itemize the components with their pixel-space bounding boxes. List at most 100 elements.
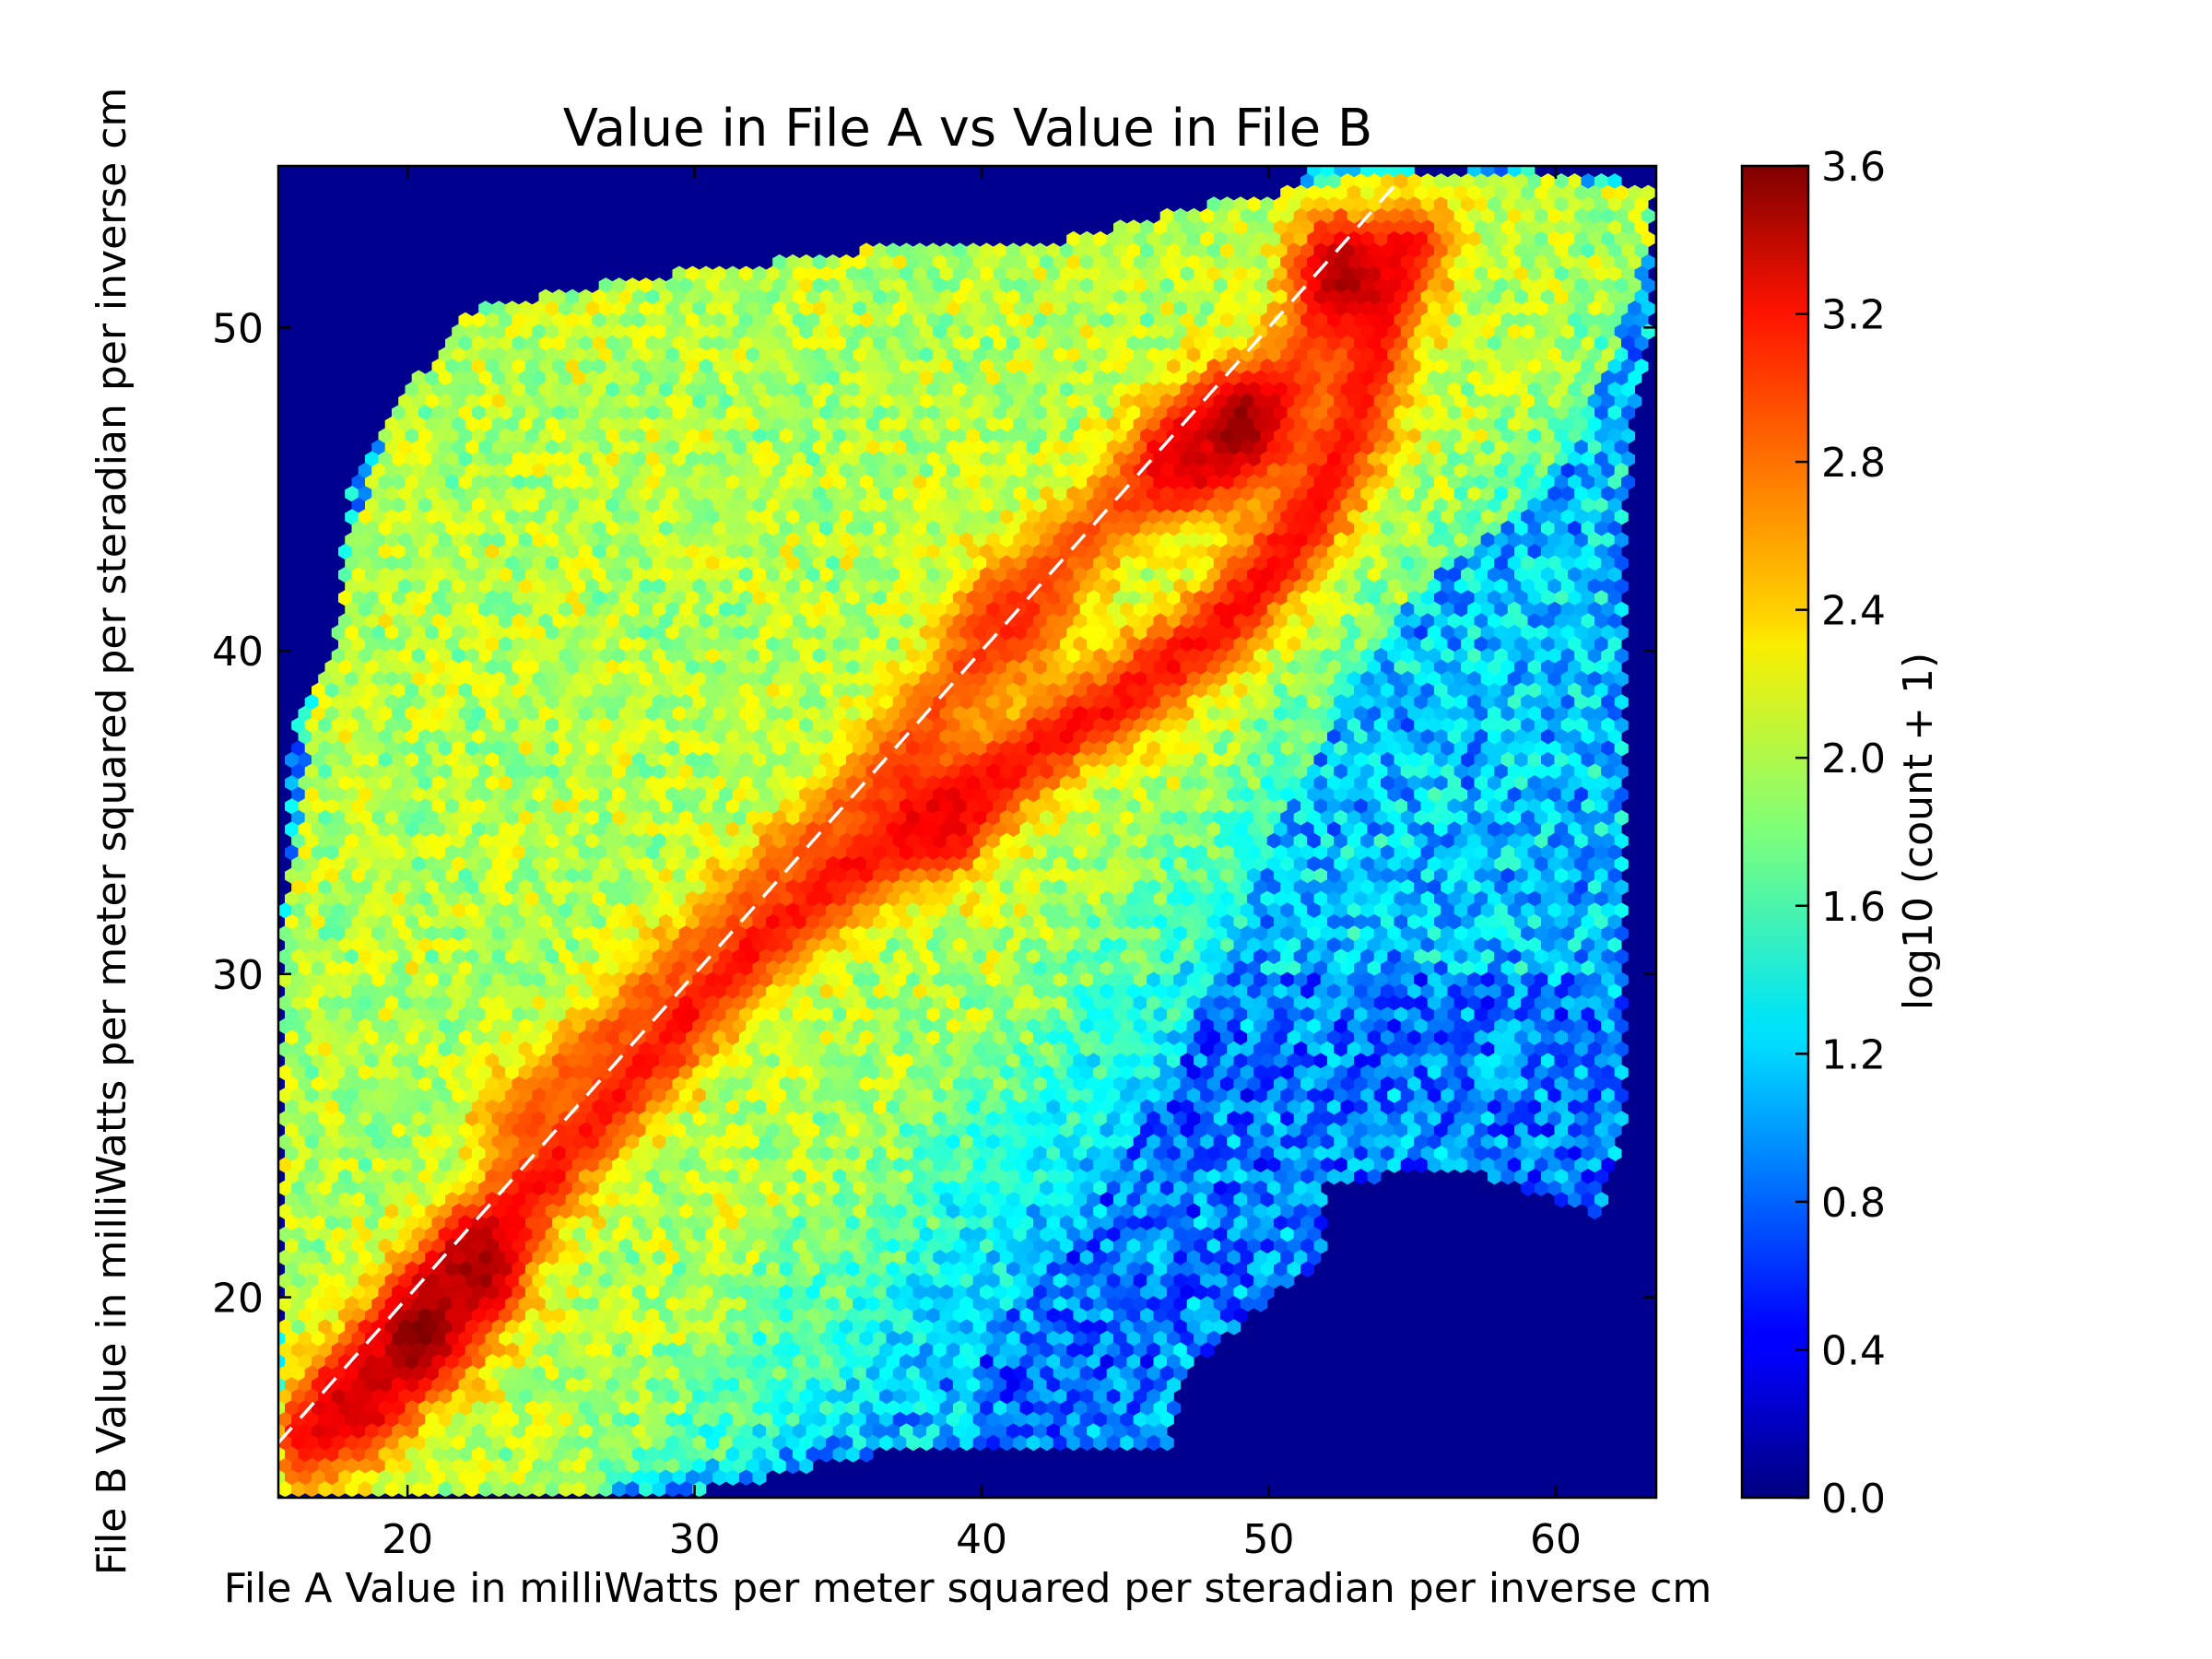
hexbin-cell <box>879 277 894 294</box>
hexbin-cell <box>1040 324 1054 340</box>
hexbin-cell <box>639 300 653 317</box>
hexbin-cell <box>1500 312 1515 329</box>
hexbin-cell <box>398 439 413 456</box>
hexbin-cell <box>1247 196 1261 213</box>
hexbin-cell <box>832 265 847 282</box>
hexbin-cell <box>972 300 987 317</box>
hexbin-cell <box>458 428 473 444</box>
hexbin-cell <box>1407 382 1421 398</box>
hexbin-cell <box>806 335 820 352</box>
hexbin-cell <box>639 463 653 479</box>
hexbin-cell <box>953 312 967 329</box>
hexbin-cell <box>1394 428 1408 444</box>
hexbin-cell <box>1394 312 1408 329</box>
hexbin-cell <box>1554 173 1569 190</box>
hexbin-cell <box>1079 416 1094 433</box>
hexbin-cell <box>1327 335 1341 352</box>
hexbin-cell <box>1287 359 1301 375</box>
hexbin-cell <box>612 439 627 456</box>
hexbin-cell <box>1300 173 1314 190</box>
hexbin-cell <box>892 277 907 294</box>
hexbin-cell <box>1347 230 1361 248</box>
hexbin-cell <box>1040 416 1054 433</box>
hexbin-cell <box>378 428 393 444</box>
hexbin-cell <box>1354 359 1368 375</box>
hexbin-cell <box>999 300 1014 317</box>
hexbin-cell <box>1427 347 1441 363</box>
hexbin-cell <box>799 277 814 294</box>
hexbin-cell <box>1601 324 1616 340</box>
hexbin-cell <box>953 474 967 490</box>
hexbin-cell <box>612 347 627 363</box>
hexbin-cell <box>1400 393 1415 409</box>
hexbin-cell <box>1387 439 1402 456</box>
hexbin-cell <box>1394 359 1408 375</box>
hexbin-cell <box>598 277 613 294</box>
hexbin-cell <box>1467 166 1482 178</box>
hexbin-cell <box>1360 439 1375 456</box>
hexbin-cell <box>906 347 921 363</box>
hexbin-cell <box>946 347 960 363</box>
hexbin-cell <box>1274 405 1288 421</box>
hexbin-cell <box>1334 277 1348 294</box>
hexbin-cell <box>1461 265 1475 282</box>
hexbin-cell <box>585 463 600 479</box>
hexbin-cell <box>926 359 940 375</box>
hexbin-cell <box>1060 242 1074 259</box>
hexbin-cell <box>812 253 827 271</box>
hexbin-cell <box>999 324 1014 340</box>
hexbin-cell <box>639 324 653 340</box>
hexbin-cell <box>458 474 473 490</box>
hexbin-cell <box>966 335 981 352</box>
hexbin-cell <box>1313 405 1328 421</box>
hexbin-cell <box>1227 300 1241 317</box>
hexbin-cell <box>1006 265 1020 282</box>
hexbin-cell <box>1467 184 1482 201</box>
hexbin-cell <box>1407 451 1421 467</box>
hexbin-cell <box>1040 439 1054 456</box>
hexbin-cell <box>779 382 794 398</box>
hexbin-cell <box>1153 288 1168 305</box>
hexbin-cell <box>1354 312 1368 329</box>
hexbin-cell <box>1173 230 1188 248</box>
hexbin-cell <box>1227 230 1241 248</box>
hexbin-cell <box>892 416 907 433</box>
hexbin-cell <box>873 288 887 305</box>
hexbin-cell <box>512 474 526 490</box>
hexbin-cell <box>826 439 841 456</box>
hexbin-cell <box>1621 405 1635 421</box>
hexbin-cell <box>1200 463 1215 479</box>
hexbin-cell <box>1394 242 1408 259</box>
hexbin-cell <box>1079 300 1094 317</box>
hexbin-cell <box>1621 451 1635 467</box>
hexbin-cell <box>959 324 974 340</box>
hexbin-cell <box>538 312 553 329</box>
hexbin-cell <box>1220 242 1234 259</box>
hexbin-cell <box>565 335 580 352</box>
hexbin-cell <box>772 439 787 456</box>
hexbin-cell <box>999 277 1014 294</box>
hexbin-cell <box>692 277 707 294</box>
hexbin-cell <box>993 288 1007 305</box>
hexbin-cell <box>1274 474 1288 490</box>
hexbin-cell <box>625 324 640 340</box>
hexbin-cell <box>759 463 773 479</box>
hexbin-cell <box>912 382 927 398</box>
hexbin-cell <box>766 405 780 421</box>
hexbin-cell <box>1461 382 1475 398</box>
hexbin-cell <box>919 370 934 386</box>
hexbin-cell <box>659 335 673 352</box>
hexbin-cell <box>719 416 734 433</box>
hexbin-cell <box>1488 335 1501 352</box>
hexbin-cell <box>1060 474 1074 490</box>
hexbin-cell <box>645 312 660 329</box>
hexbin-cell <box>912 474 927 490</box>
hexbin-cell <box>438 370 453 386</box>
hexbin-cell <box>1200 439 1215 456</box>
hexbin-cell <box>1628 324 1642 340</box>
hexbin-cell <box>752 335 767 352</box>
hexbin-cell <box>1340 219 1355 236</box>
hexbin-cell <box>1320 324 1335 340</box>
hexbin-cell <box>846 312 860 329</box>
